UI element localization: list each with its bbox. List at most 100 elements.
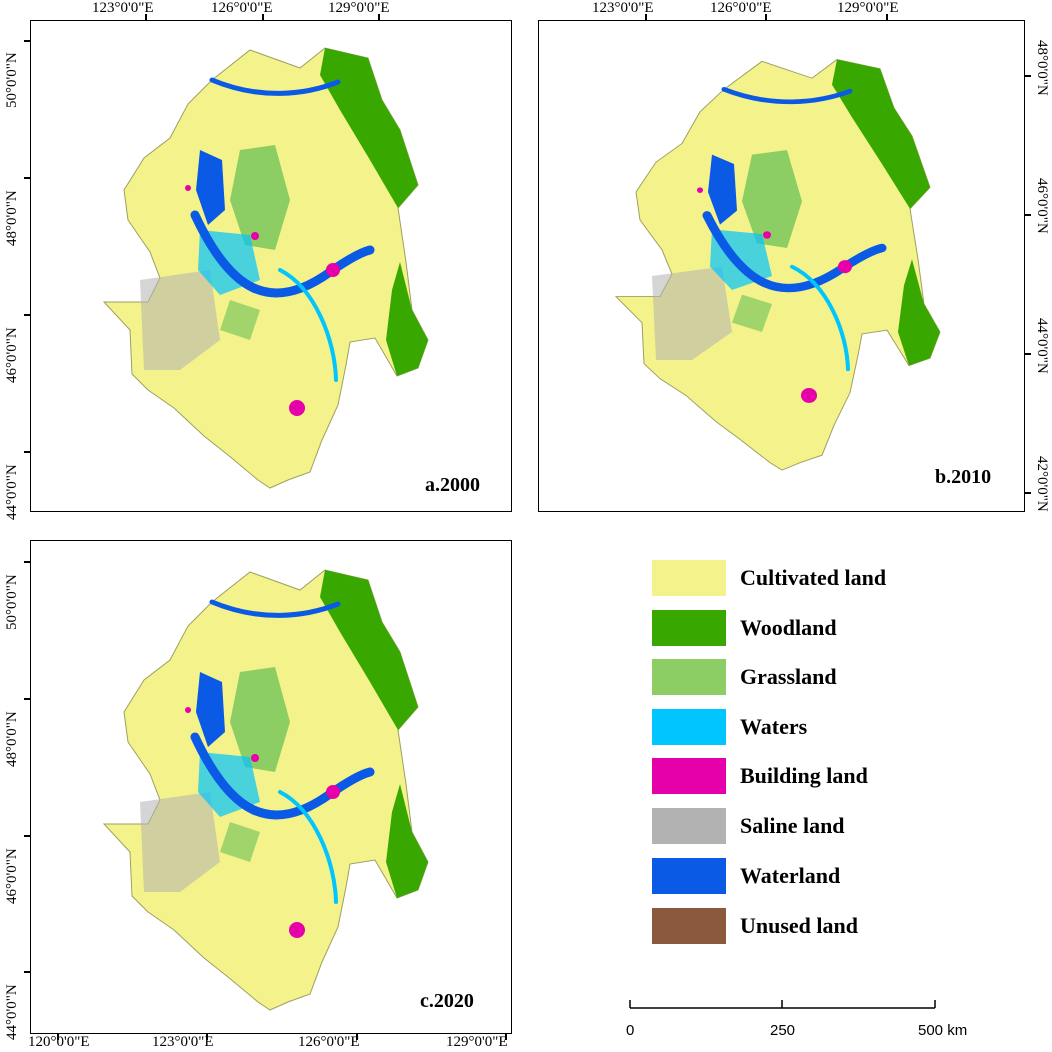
scale-bar [629, 1000, 936, 1009]
region-outline [614, 58, 941, 471]
saline-land-area [140, 792, 220, 892]
tick [645, 14, 647, 20]
city-area [289, 400, 305, 416]
river [278, 268, 338, 382]
grassland-area [220, 300, 260, 340]
tick [24, 698, 30, 700]
panel-b-right-label: 48°0'0"N [1034, 40, 1050, 96]
legend-label: Unused land [740, 913, 859, 938]
tick [1025, 492, 1031, 494]
grassland-area [230, 145, 290, 250]
waterland-area [708, 154, 737, 225]
tick [262, 14, 264, 20]
tick [1025, 353, 1031, 355]
tick [24, 177, 30, 179]
city-area [801, 388, 817, 403]
land-use-map-2020 [102, 569, 429, 1011]
tick [24, 561, 30, 563]
river [209, 599, 341, 618]
grassland-area [230, 667, 290, 772]
tick [886, 14, 888, 20]
panel-a-top-label: 123°0'0"E [92, 0, 154, 16]
city-area [185, 707, 191, 713]
panel-title: c.2020 [420, 990, 474, 1012]
river [721, 87, 853, 105]
tick [24, 835, 30, 837]
panel-b-top-label: 123°0'0"E [592, 0, 654, 16]
city-area [838, 260, 852, 274]
panel-b-right-label: 42°0'0"N [1034, 456, 1050, 512]
tick [1025, 214, 1031, 216]
region-outline [102, 47, 429, 489]
panel-a-left-label: 46°0'0"N [4, 327, 20, 383]
unused-land-swatch [652, 908, 726, 944]
tick [145, 14, 147, 20]
tick [57, 1034, 59, 1040]
panel-a-top-label: 129°0'0"E [328, 0, 390, 16]
saline-land-area [652, 266, 732, 360]
region-outline [102, 569, 429, 1011]
cultivated-land-swatch [652, 560, 726, 596]
legend-item-waterland: Waterland [652, 858, 840, 894]
legend-item-unused-land: Unused land [652, 908, 858, 944]
legend-item-building-land: Building land [652, 758, 868, 794]
tick [356, 1034, 358, 1040]
panel-b-right-label: 46°0'0"N [1034, 178, 1050, 234]
panel-a-left-label: 44°0'0"N [4, 464, 20, 520]
panel-c-bottom-label: 123°0'0"E [152, 1034, 214, 1050]
panel-c-bottom-label: 120°0'0"E [28, 1034, 90, 1050]
panel-c-bottom-label: 126°0'0"E [298, 1034, 360, 1050]
river [790, 264, 850, 372]
saline-land-swatch [652, 808, 726, 844]
city-area [185, 185, 191, 191]
waterland-swatch [652, 858, 726, 894]
tick [765, 14, 767, 20]
legend-item-cultivated-land: Cultivated land [652, 560, 886, 596]
panel-c-bottom-label: 129°0'0"E [446, 1034, 508, 1050]
legend-item-saline-land: Saline land [652, 808, 845, 844]
waters-swatch [652, 709, 726, 745]
woodland-area [832, 59, 930, 209]
saline-land-area [140, 270, 220, 370]
tick [1025, 75, 1031, 77]
tick [24, 971, 30, 973]
panel-a-left-label: 50°0'0"N [4, 52, 20, 108]
legend-label: Waterland [740, 863, 841, 888]
waterland-area [196, 150, 225, 225]
grassland-area [220, 822, 260, 862]
panel-a-left-label: 48°0'0"N [4, 190, 20, 246]
woodland-area [386, 784, 428, 898]
panel-c-left-label: 44°0'0"N [4, 984, 20, 1040]
grassland-swatch [652, 659, 726, 695]
panel-title: b.2010 [935, 466, 992, 488]
city-area [251, 754, 259, 762]
tick [24, 451, 30, 453]
tick [24, 40, 30, 42]
panel-b-top-label: 129°0'0"E [837, 0, 899, 16]
city-area [251, 232, 259, 240]
woodland-area [386, 262, 428, 376]
scale-label: 0 [626, 1022, 635, 1039]
legend-label: Saline land [740, 813, 845, 838]
tick [378, 14, 380, 20]
legend-label: Woodland [740, 615, 837, 640]
land-use-map-2000 [102, 47, 429, 489]
panel-c-left-label: 48°0'0"N [4, 711, 20, 767]
legend-label: Cultivated land [740, 565, 887, 590]
legend-label: Building land [740, 763, 868, 788]
grassland-area [732, 294, 772, 332]
river [278, 790, 338, 904]
city-area [326, 785, 340, 799]
land-use-map-2010 [614, 58, 941, 471]
panel-b-top-label: 126°0'0"E [710, 0, 772, 16]
legend-label: Waters [740, 714, 808, 739]
scale-label: 500 km [918, 1022, 968, 1039]
legend-item-woodland: Woodland [652, 610, 837, 646]
legend-item-waters: Waters [652, 709, 807, 745]
waterland-area [196, 672, 225, 747]
panel-c-left-label: 50°0'0"N [4, 574, 20, 630]
river [209, 77, 341, 96]
panel-title: a.2000 [425, 474, 480, 496]
scale-label: 250 [770, 1022, 796, 1039]
grassland-area [742, 150, 802, 248]
